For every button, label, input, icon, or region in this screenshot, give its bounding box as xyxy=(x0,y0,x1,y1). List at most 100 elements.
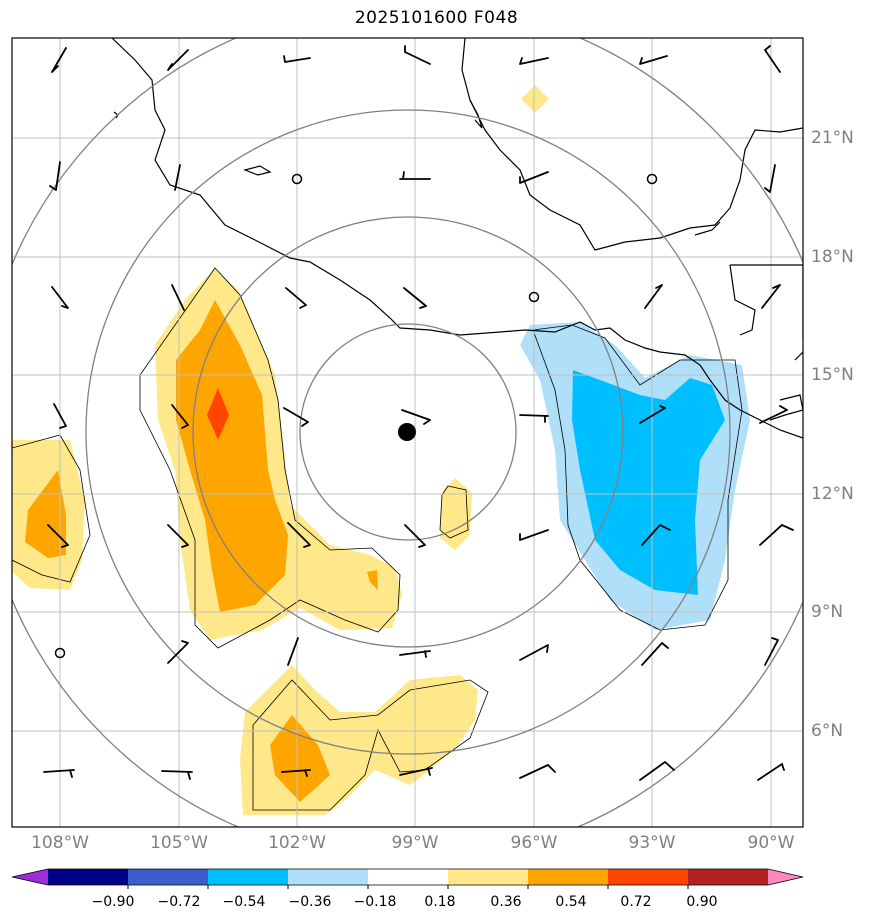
wind-barb xyxy=(757,762,785,781)
wind-barb xyxy=(283,55,311,63)
wind-barb xyxy=(403,287,427,309)
wind-barb xyxy=(761,284,781,309)
wind-barb xyxy=(641,642,669,666)
wind-barb xyxy=(171,404,189,429)
colorbar-tick-label: 0.90 xyxy=(686,894,718,910)
wind-barb xyxy=(639,55,668,65)
colorbar-cell xyxy=(608,869,689,885)
colorbar-cell xyxy=(528,869,609,885)
wind-barb xyxy=(47,524,69,548)
wind-barb xyxy=(641,523,671,546)
wind-barb xyxy=(519,644,549,661)
colorbar-tick-label: 0.36 xyxy=(490,894,522,910)
contour-lines xyxy=(12,267,743,811)
wind-barb xyxy=(399,171,431,180)
plot-frame xyxy=(11,37,804,828)
lon-label-90w: 90°W xyxy=(747,833,795,853)
colorbar-extend-min xyxy=(12,869,48,885)
wind-barb xyxy=(404,524,426,548)
colorbar-cell xyxy=(288,869,369,885)
lon-label-102w: 102°W xyxy=(268,833,326,853)
wind-barb xyxy=(644,284,663,309)
wind-barb xyxy=(174,164,181,191)
map-plot xyxy=(11,37,804,828)
colorbar-tick-label: −0.18 xyxy=(353,894,397,910)
range-ring-3 xyxy=(85,109,731,755)
colorbar-extend-max xyxy=(768,869,803,885)
range-ring-1 xyxy=(299,323,517,541)
map-title: 2025101600 F048 xyxy=(354,8,519,28)
lat-label-6n: 6°N xyxy=(811,721,844,741)
wind-barb xyxy=(285,287,307,309)
wind-barb xyxy=(51,286,69,309)
colorbar-cell xyxy=(448,869,529,885)
wind-barb xyxy=(519,763,556,779)
lat-label-21n: 21°N xyxy=(811,128,854,148)
negative-anomaly-shading xyxy=(520,322,750,630)
lon-label-99w: 99°W xyxy=(391,833,439,853)
colorbar-tick-label: 0.72 xyxy=(620,894,652,910)
lon-label-105w: 105°W xyxy=(150,833,208,853)
wind-barb xyxy=(167,524,189,548)
wind-barb xyxy=(167,49,189,71)
wind-barb xyxy=(401,409,431,425)
calm-wind-circle xyxy=(291,173,303,185)
colorbar-outline xyxy=(11,868,804,886)
calm-wind-circle xyxy=(528,291,540,303)
colorbar xyxy=(11,868,804,889)
wind-barb xyxy=(281,769,311,777)
coastlines xyxy=(111,38,803,439)
wind-barb xyxy=(171,284,185,311)
wind-barb xyxy=(519,414,549,423)
wind-barb xyxy=(639,760,675,781)
colorbar-cells xyxy=(12,869,803,885)
calm-wind-circle xyxy=(54,647,66,659)
wind-barb xyxy=(283,407,309,427)
wind-barb xyxy=(167,640,189,664)
colorbar-cell xyxy=(128,869,209,885)
positive-anomaly-shading xyxy=(12,85,549,815)
wind-barb xyxy=(43,769,75,778)
yellow-diamond-north xyxy=(521,85,549,113)
wind-barb xyxy=(287,637,299,666)
storm-center-dot xyxy=(398,423,416,441)
colorbar-tick-label: −0.54 xyxy=(222,894,266,910)
lat-label-18n: 18°N xyxy=(811,247,854,267)
orange-region-west-band xyxy=(176,300,288,612)
colorbar-tick-label: −0.36 xyxy=(288,894,332,910)
orange-region-far-west xyxy=(25,470,66,558)
wind-barb xyxy=(161,770,193,780)
lon-label-108w: 108°W xyxy=(31,833,89,853)
orange-region-south xyxy=(270,715,330,802)
red-core-west-band xyxy=(207,388,229,440)
lat-label-15n: 15°N xyxy=(811,365,854,385)
wind-barb xyxy=(399,767,433,776)
wind-barb xyxy=(764,637,779,666)
wind-barbs xyxy=(43,45,794,781)
range-rings xyxy=(12,38,803,827)
wind-barb xyxy=(519,529,549,541)
wind-barb xyxy=(759,523,794,546)
lon-label-93w: 93°W xyxy=(628,833,676,853)
wind-barb xyxy=(519,57,549,65)
colorbar-cell xyxy=(688,869,769,885)
wind-barb xyxy=(764,45,781,73)
wind-barb xyxy=(639,405,666,424)
wind-barb xyxy=(404,45,431,65)
colorbar-ticks xyxy=(127,885,689,889)
wind-barb xyxy=(759,405,788,424)
colorbar-cell xyxy=(368,869,449,885)
colorbar-cell xyxy=(48,869,129,885)
wind-barb xyxy=(519,171,549,184)
wind-barb xyxy=(287,522,311,548)
colorbar-tick-label: 0.18 xyxy=(424,894,456,910)
lat-label-9n: 9°N xyxy=(811,602,844,622)
wind-barb xyxy=(399,650,431,658)
colorbar-tick-label: 0.54 xyxy=(555,894,587,910)
calm-wind-circle xyxy=(646,173,658,185)
colorbar-tick-label: −0.72 xyxy=(157,894,201,910)
wind-barb xyxy=(53,403,67,429)
wind-barb xyxy=(51,47,67,73)
orange-small-blob-east xyxy=(367,570,378,590)
lon-label-96w: 96°W xyxy=(510,833,558,853)
